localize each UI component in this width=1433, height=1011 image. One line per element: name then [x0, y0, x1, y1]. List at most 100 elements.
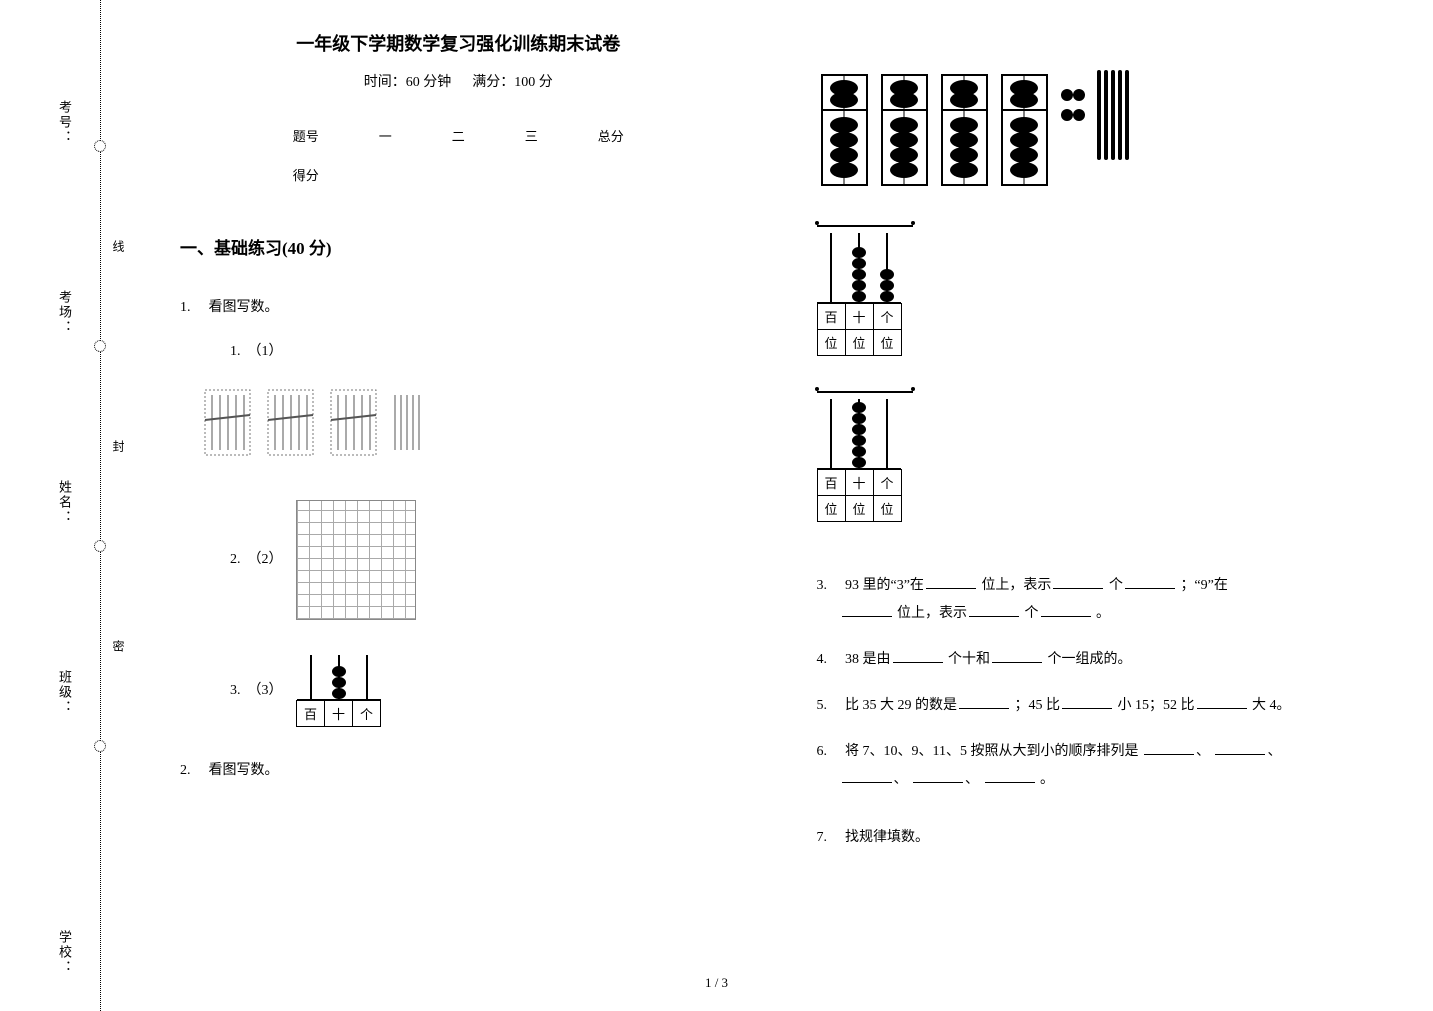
counter-frame-1: 百 十 个 位 位 位: [817, 225, 913, 356]
q3-t5: 位上，表示: [897, 606, 967, 621]
q3-t2: 位上，表示: [981, 578, 1051, 593]
score-header: 题号: [263, 116, 349, 155]
blank: [842, 767, 892, 783]
counter-label: 个: [873, 304, 901, 330]
q5-t4: 大 4。: [1252, 698, 1291, 713]
q6-sep: 、: [1267, 744, 1281, 759]
score-cell: [422, 155, 495, 194]
q6-sep: 、: [894, 772, 908, 787]
score-header: 二: [422, 116, 495, 155]
seal-text: 密: [110, 640, 127, 660]
blank: [1144, 739, 1194, 755]
q3-t3: 个: [1109, 578, 1123, 593]
counter-frame-2: 百 十 个 位 位 位: [817, 391, 913, 522]
q1-sub3-label: 3. （3）: [230, 683, 283, 698]
q6-num: 6.: [817, 738, 842, 766]
blank: [1125, 573, 1175, 589]
counter-label: 个: [873, 470, 901, 496]
q3-num: 3.: [817, 572, 842, 600]
q1-num: 1.: [180, 294, 205, 322]
q4-t2: 个十和: [948, 652, 990, 667]
q3-t1: 93 里的“3”在: [845, 578, 924, 593]
q4-t1: 38 是由: [845, 652, 891, 667]
exam-subtitle: 时间：60 分钟 满分：100 分: [180, 71, 737, 91]
blank: [1215, 739, 1265, 755]
counter-label: 位: [817, 496, 845, 522]
counter-label: 位: [873, 496, 901, 522]
q1-sub2-label: 2. （2）: [230, 552, 283, 567]
q7-num: 7.: [817, 824, 842, 852]
sticks-icon: [389, 385, 429, 460]
q6-t1: 将 7、10、9、11、5 按照从大到小的顺序排列是: [845, 744, 1138, 759]
blank: [1197, 693, 1247, 709]
binding-circle: [94, 540, 106, 552]
blank: [985, 767, 1035, 783]
counter-label: 位: [845, 496, 873, 522]
q6-sep: 、: [1196, 744, 1210, 759]
blank: [893, 647, 943, 663]
blank: [969, 601, 1019, 617]
question-7: 7. 找规律填数。: [817, 824, 1374, 852]
q2-text: 看图写数。: [209, 763, 279, 778]
counter-label: 百: [817, 304, 845, 330]
q6-sep: 、: [965, 772, 979, 787]
exam-title: 一年级下学期数学复习强化训练期末试卷: [180, 30, 737, 56]
q5-t2: ；45 比: [1015, 698, 1061, 713]
counter-small: 百 十 个: [296, 655, 381, 727]
column-left: 一年级下学期数学复习强化训练期末试卷 时间：60 分钟 满分：100 分 题号 …: [160, 30, 777, 981]
score-header: 一: [349, 116, 422, 155]
blank: [959, 693, 1009, 709]
q3-t6: 个: [1025, 606, 1039, 621]
bundle-icon: [200, 385, 255, 460]
q5-t3: 小 15；52 比: [1118, 698, 1195, 713]
table-row: 题号 一 二 三 总分: [263, 116, 654, 155]
score-cell: [349, 155, 422, 194]
question-6: 6. 将 7、10、9、11、5 按照从大到小的顺序排列是 、 、 、 、 。: [817, 738, 1374, 794]
blank: [1041, 601, 1091, 617]
q3-t4: ；“9”在: [1180, 578, 1227, 593]
q4-t3: 个一组成的。: [1048, 652, 1132, 667]
q1-sub1: 1. （1）: [230, 340, 737, 360]
q5-t1: 比 35 大 29 的数是: [845, 698, 957, 713]
binding-label-name: 姓名：: [55, 480, 74, 525]
seal-text: 线: [110, 240, 127, 260]
counter-label: 百: [297, 701, 325, 727]
abacus-icon: [937, 70, 992, 190]
q1-figure1: [200, 385, 429, 460]
binding-circle: [94, 340, 106, 352]
blank: [1062, 693, 1112, 709]
question-3: 3. 93 里的“3”在 位上，表示 个 ；“9”在 位上，表示 个 。: [817, 572, 1374, 628]
counter-label: 十: [845, 470, 873, 496]
q3-t7: 。: [1096, 606, 1110, 621]
counter-label: 十: [845, 304, 873, 330]
lines-icon: [1097, 70, 1129, 190]
content-area: 一年级下学期数学复习强化训练期末试卷 时间：60 分钟 满分：100 分 题号 …: [130, 0, 1433, 1011]
seal-text: 封: [110, 440, 127, 460]
binding-circle: [94, 140, 106, 152]
binding-edge: 考号： 考场： 姓名： 班级： 学校： 线 封 密: [0, 0, 130, 1011]
section-heading: 一、基础练习(40 分): [180, 234, 737, 259]
counter-label: 个: [353, 701, 381, 727]
q5-num: 5.: [817, 692, 842, 720]
page-footer: 1 / 3: [705, 975, 728, 991]
counter-label: 百: [817, 470, 845, 496]
table-row: 得分: [263, 155, 654, 194]
question-4: 4. 38 是由 个十和 个一组成的。: [817, 646, 1374, 674]
score-table: 题号 一 二 三 总分 得分: [263, 116, 654, 194]
blank: [992, 647, 1042, 663]
q4-num: 4.: [817, 646, 842, 674]
q1-sub3: 3. （3） 百 十: [230, 640, 737, 742]
time-label: 时间：60 分钟: [364, 75, 452, 90]
counter-label: 位: [817, 330, 845, 356]
abacus-icon: [817, 70, 872, 190]
fullscore-label: 满分：100 分: [472, 75, 553, 90]
blank: [842, 601, 892, 617]
page-container: 考号： 考场： 姓名： 班级： 学校： 线 封 密 一年级下学期数学复习强化训练…: [0, 0, 1433, 1011]
q1-text: 看图写数。: [209, 300, 279, 315]
question-1: 1. 看图写数。: [180, 294, 737, 322]
abacus-icon: [877, 70, 932, 190]
counter-label: 十: [325, 701, 353, 727]
binding-label-exam-id: 考号：: [55, 100, 74, 145]
score-header: 总分: [568, 116, 654, 155]
question-5: 5. 比 35 大 29 的数是 ；45 比 小 15；52 比 大 4。: [817, 692, 1374, 720]
